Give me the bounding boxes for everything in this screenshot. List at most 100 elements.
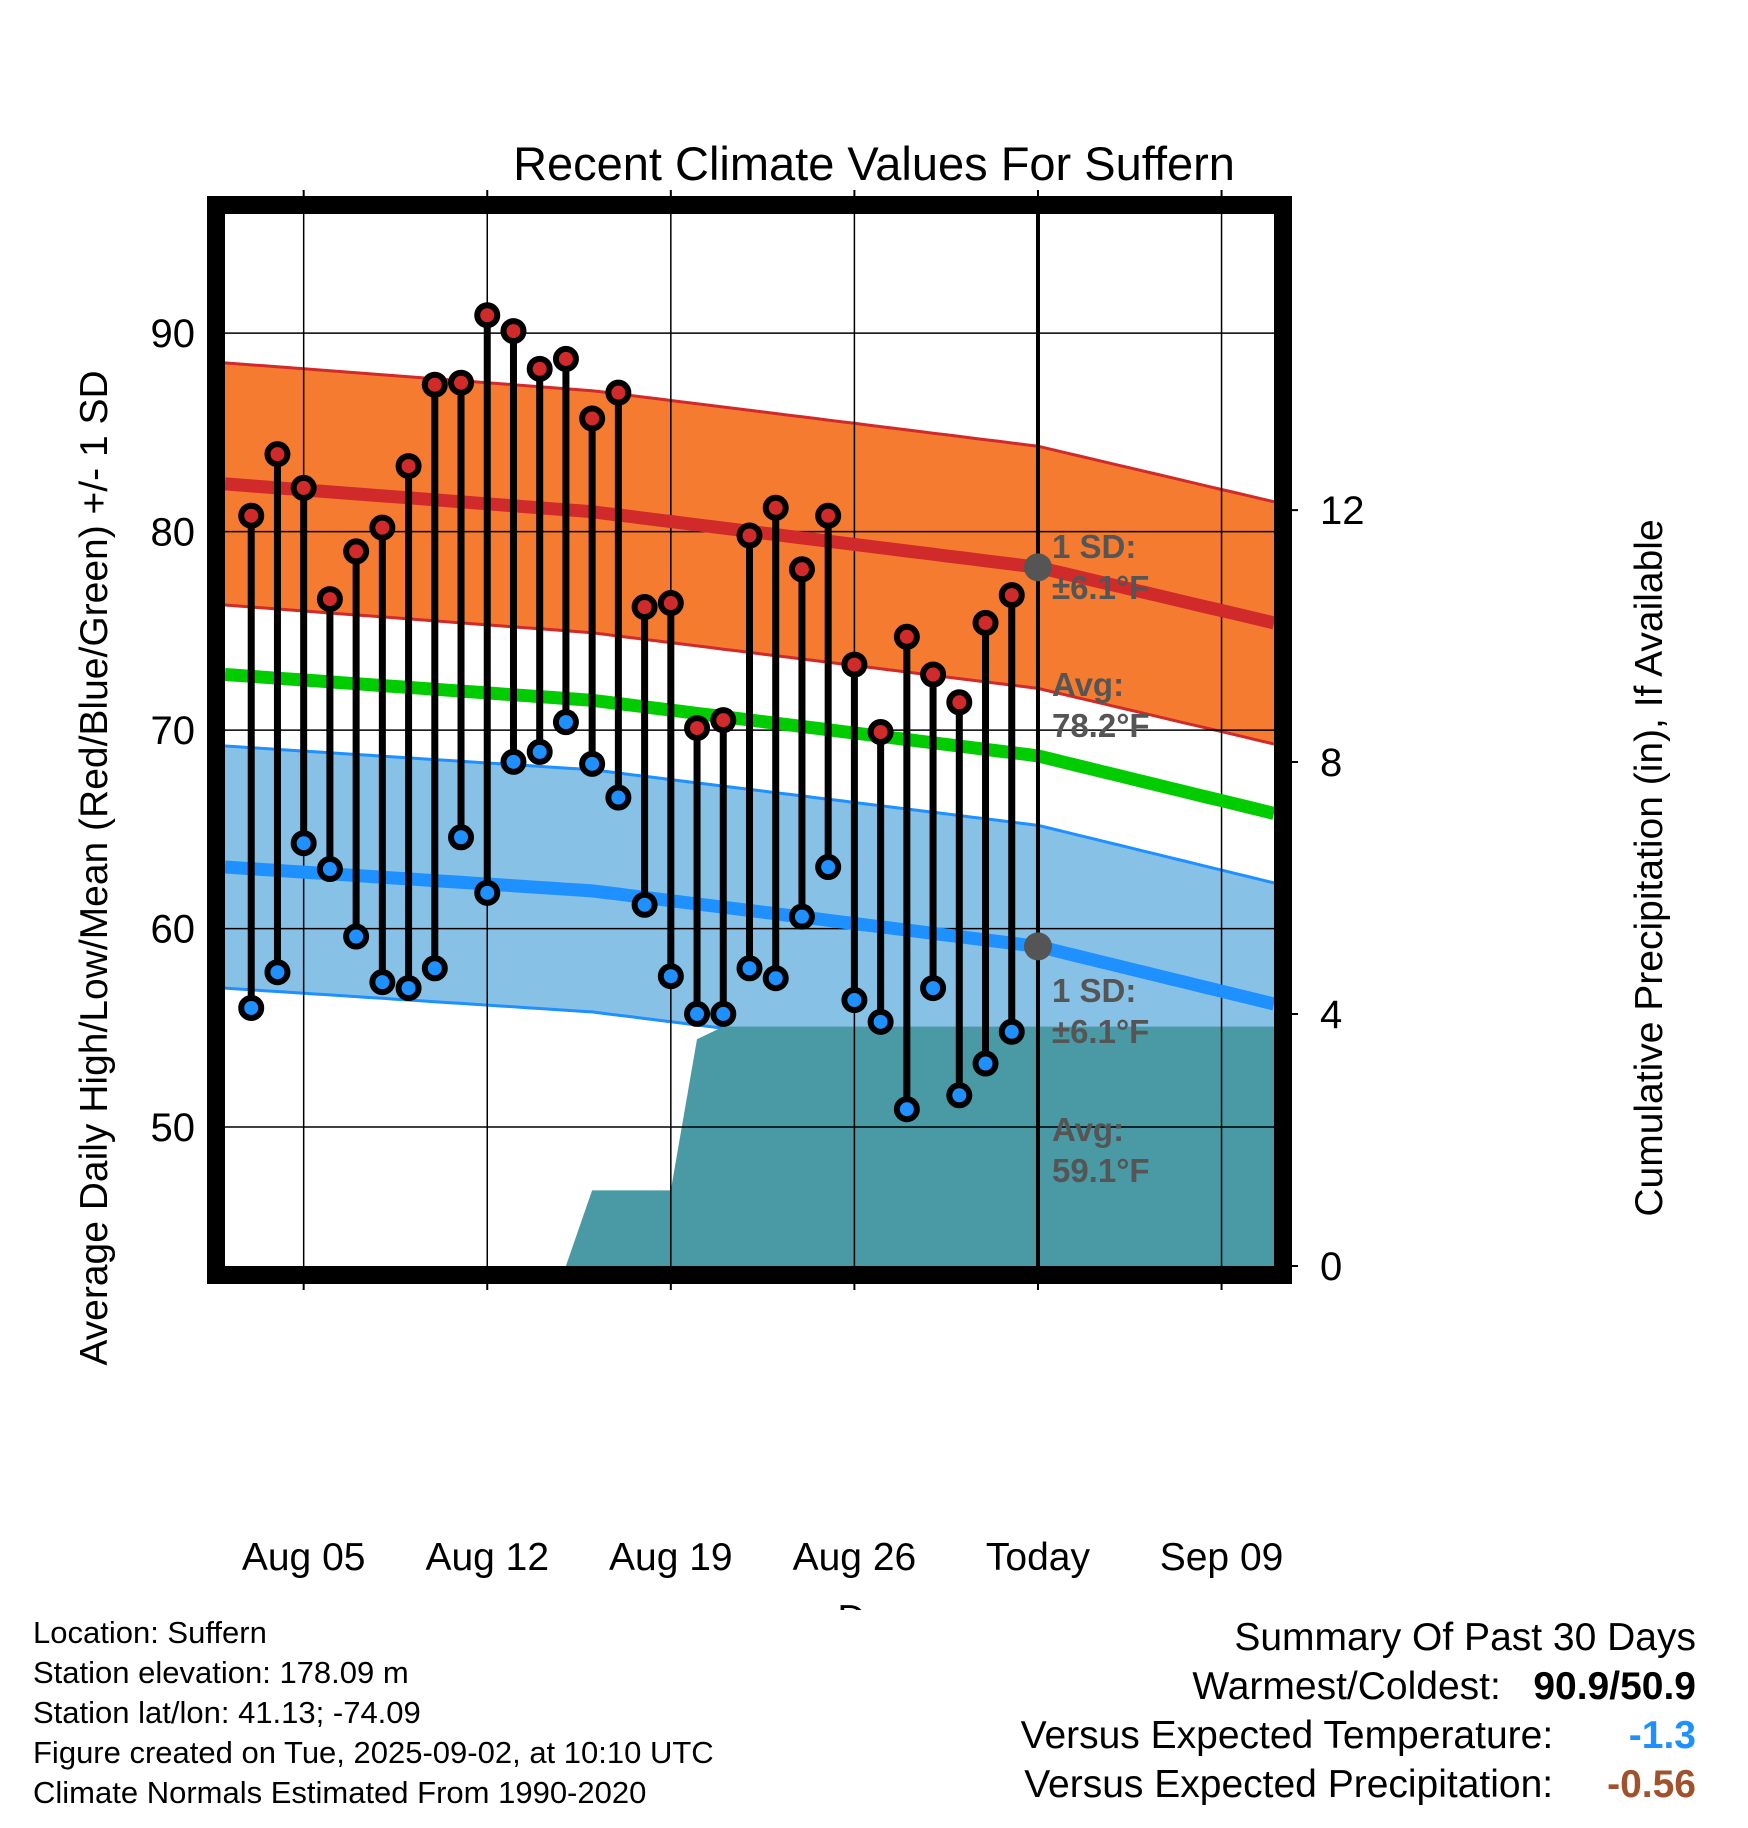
y2-tick-label: 0 — [1320, 1245, 1342, 1289]
daily-high-point — [290, 474, 317, 501]
daily-high-point — [841, 651, 868, 678]
daily-high-point — [893, 623, 920, 650]
daily-high-point — [710, 707, 737, 734]
temp-row: Versus Expected Temperature: -1.3 — [1021, 1711, 1696, 1760]
plot-frame — [207, 196, 1292, 1284]
window-days-label: 30 — [1050, 1381, 1089, 1420]
high-avg-label: Avg: — [1052, 666, 1124, 703]
warm-cold-label: Warmest/Coldest: — [1192, 1665, 1501, 1708]
daily-high-point — [631, 594, 658, 621]
daily-low-point — [605, 784, 632, 811]
precip-label: Versus Expected Precipitation: — [1024, 1763, 1554, 1806]
daily-high-point — [657, 590, 684, 617]
daily-high-point — [500, 318, 527, 345]
y2-tick-label: 8 — [1320, 741, 1342, 785]
daily-low-point — [448, 824, 475, 851]
elevation-text: Station elevation: 178.09 m — [33, 1655, 409, 1690]
daily-high-point — [448, 369, 475, 396]
x-tick-label: Aug 05 — [242, 1536, 366, 1579]
daily-low-point — [316, 856, 343, 883]
daily-high-point — [395, 453, 422, 480]
daily-low-point — [526, 738, 553, 765]
daily-low-point — [500, 748, 527, 775]
daily-high-point — [421, 371, 448, 398]
daily-high-point — [316, 586, 343, 613]
daily-high-point — [972, 609, 999, 636]
latlon-text: Station lat/lon: 41.13; -74.09 — [33, 1695, 421, 1730]
summary-panel: Summary Of Past 30 Days Warmest/Coldest:… — [1021, 1613, 1696, 1809]
daily-low-point — [736, 955, 763, 982]
high-avg-label: 78.2°F — [1052, 707, 1150, 744]
daily-low-point — [369, 969, 396, 996]
x-tick-label: Sep 09 — [1160, 1536, 1284, 1579]
daily-high-point — [867, 719, 894, 746]
chart-title: Recent Climate Values For Suffern — [513, 137, 1235, 190]
y-tick-label: 90 — [151, 312, 196, 356]
daily-low-point — [920, 975, 947, 1002]
y2-tick-label: 4 — [1320, 993, 1342, 1037]
daily-low-point — [552, 709, 579, 736]
y-tick-label: 80 — [151, 511, 196, 555]
daily-high-point — [920, 661, 947, 688]
low-avg-label: Avg: — [1052, 1111, 1124, 1148]
daily-low-point — [788, 903, 815, 930]
daily-low-point — [657, 963, 684, 990]
y-axis-label: Average Daily High/Low/Mean (Red/Blue/Gr… — [73, 370, 116, 1365]
daily-high-point — [762, 494, 789, 521]
temp-value: -1.3 — [1628, 1714, 1696, 1757]
x-tick-label: Aug 26 — [793, 1536, 917, 1579]
warm-cold-value: 90.9/50.9 — [1533, 1665, 1696, 1708]
y2-axis-label: Cumulative Precipitation (in), If Availa… — [1628, 519, 1671, 1216]
daily-high-point — [998, 582, 1025, 609]
daily-low-point — [421, 955, 448, 982]
x-axis-label: Day — [837, 1598, 907, 1610]
daily-high-point — [736, 522, 763, 549]
daily-low-point — [238, 994, 265, 1021]
daily-high-point — [343, 538, 370, 565]
high-sd-label: ±6.1°F — [1052, 569, 1149, 606]
high-sd-upper-line — [225, 361, 1274, 504]
daily-high-point — [264, 441, 291, 468]
low-avg-label: 59.1°F — [1052, 1152, 1150, 1189]
plot-area: 1 SD: ±6.1°F Avg: 78.2°F 1 SD: ±6.1°F Avg: 59.1… — [225, 214, 1274, 1466]
summary-title: Summary Of Past 30 Days — [1234, 1616, 1696, 1659]
daily-low-point — [343, 923, 370, 950]
station-info: Location: Suffern Station elevation: 178… — [33, 1613, 714, 1813]
daily-high-point — [552, 345, 579, 372]
daily-low-point — [841, 987, 868, 1014]
high-avg-today-marker — [1023, 553, 1052, 582]
x-tick-label: Aug 12 — [425, 1536, 549, 1579]
daily-low-point — [867, 1008, 894, 1035]
daily-low-point — [579, 750, 606, 777]
daily-low-point — [998, 1018, 1025, 1045]
daily-low-point — [946, 1082, 973, 1109]
temp-label: Versus Expected Temperature: — [1020, 1714, 1554, 1757]
y-tick-label: 70 — [151, 709, 196, 753]
precip-value: -0.56 — [1607, 1763, 1696, 1806]
x-tick-label: Today — [986, 1536, 1091, 1579]
precip-area — [225, 1026, 1274, 1266]
warm-cold-row: Warmest/Coldest: 90.9/50.9 — [1021, 1662, 1696, 1711]
window-days-label: Days — [1050, 1427, 1134, 1466]
daily-high-point — [238, 502, 265, 529]
daily-high-point — [946, 689, 973, 716]
low-sd-label: 1 SD: — [1052, 972, 1136, 1009]
daily-low-point — [395, 975, 422, 1002]
daily-low-point — [893, 1096, 920, 1123]
daily-low-point — [684, 1000, 711, 1027]
daily-low-point — [474, 879, 501, 906]
precip-row: Versus Expected Precipitation: -0.56 — [1021, 1760, 1696, 1809]
y2-tick-label: 12 — [1320, 489, 1365, 533]
daily-high-point — [788, 556, 815, 583]
high-sd-label: 1 SD: — [1052, 528, 1136, 565]
daily-low-point — [972, 1050, 999, 1077]
daily-high-point — [815, 502, 842, 529]
daily-high-point — [579, 405, 606, 432]
normals-text: Climate Normals Estimated From 1990-2020 — [33, 1775, 647, 1810]
created-text: Figure created on Tue, 2025-09-02, at 10… — [33, 1735, 714, 1770]
low-avg-today-marker — [1023, 932, 1052, 961]
daily-low-point — [762, 965, 789, 992]
daily-low-point — [631, 891, 658, 918]
daily-low-point — [290, 830, 317, 857]
daily-high-point — [369, 514, 396, 541]
